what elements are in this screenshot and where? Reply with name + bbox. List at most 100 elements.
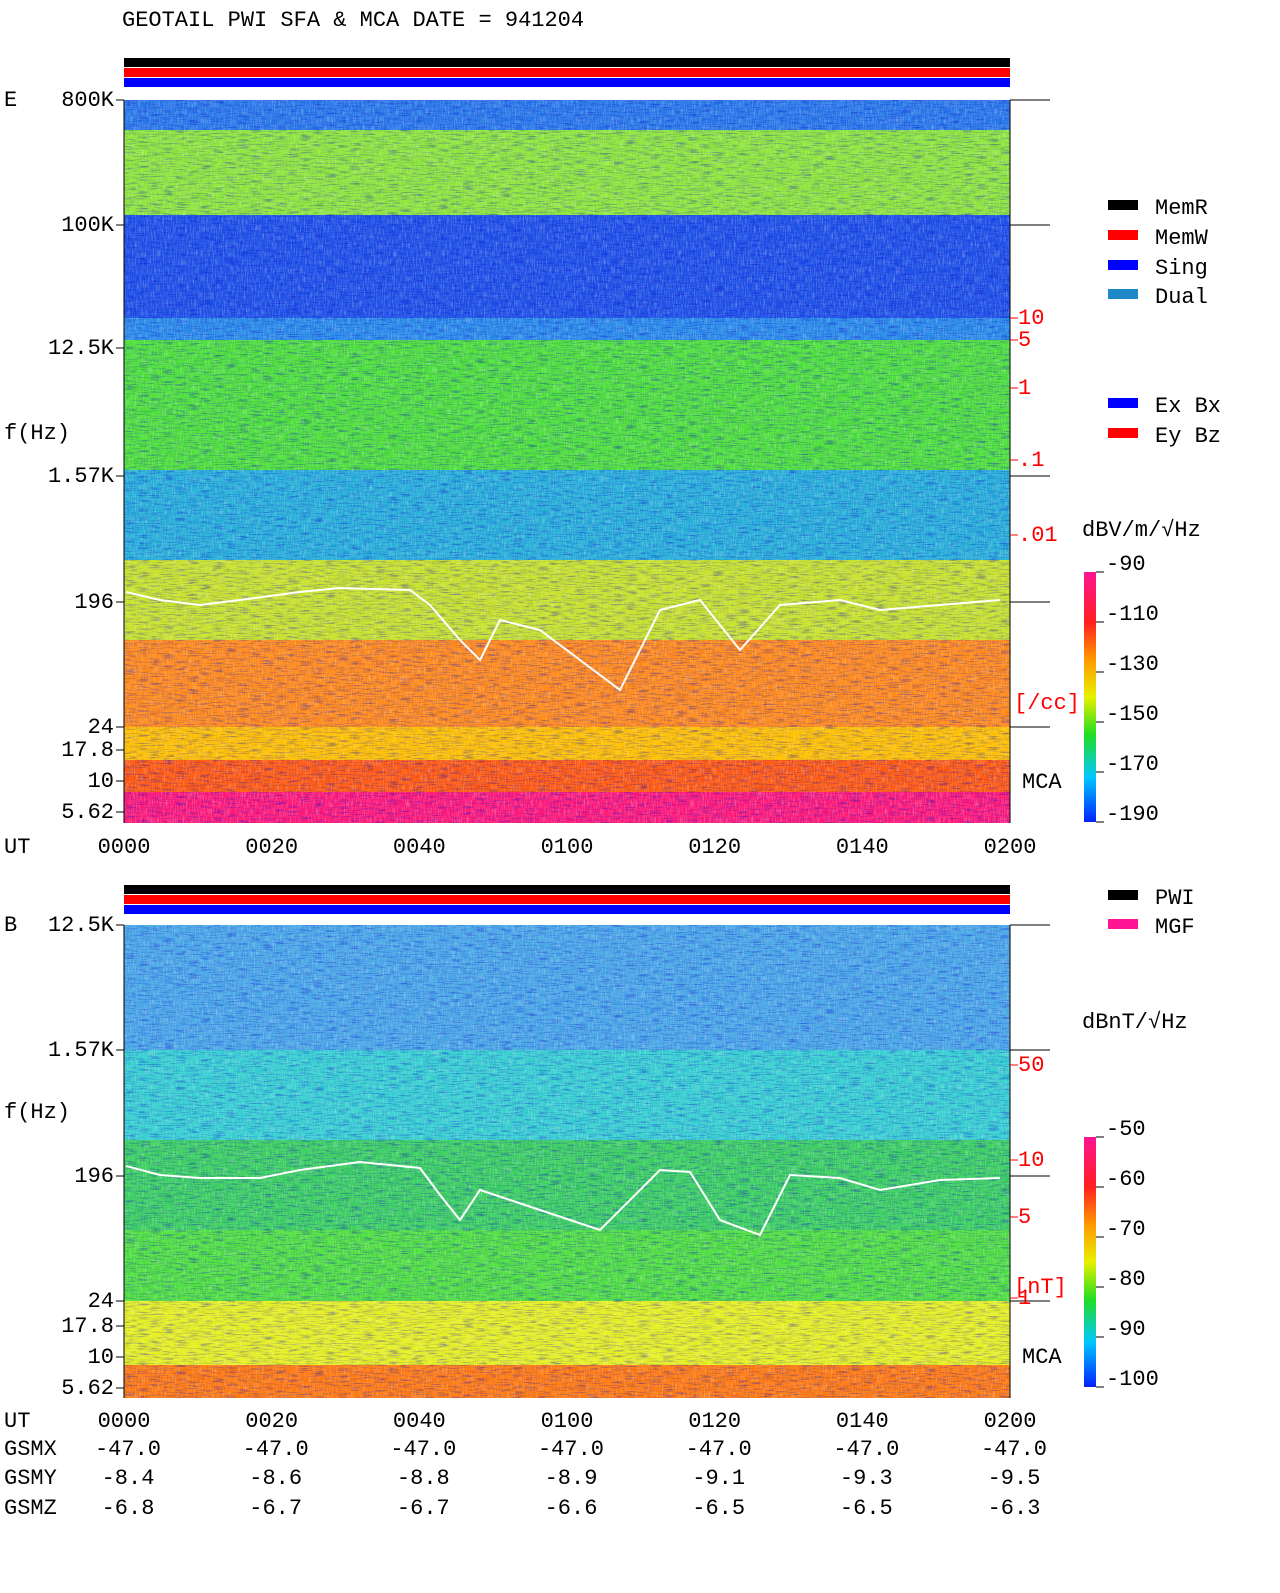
legend-swatch [1108,398,1138,408]
x-tick-label: 0120 [688,835,741,860]
right-scale-label: 1 [1018,1286,1031,1311]
y-tick-label: 1.57K [48,464,115,489]
mca-label: MCA [1022,770,1062,795]
right-scale-label: .01 [1018,523,1058,548]
y-tick-label: 100K [61,213,115,238]
x-tick-label: 0200 [984,835,1037,860]
x-tick-label: 0000 [98,835,151,860]
status-bar [124,905,1010,914]
status-bar [124,885,1010,894]
orbit-value: -6.3 [988,1496,1041,1521]
legend-label: MemW [1155,226,1209,251]
x-tick-label: 0140 [836,1409,889,1434]
right-scale-label: 1 [1018,376,1031,401]
y-axis-label: f(Hz) [4,1100,70,1125]
y-tick-label: 12.5K [48,336,115,361]
x-tick-label: 0100 [541,835,594,860]
orbit-value: -47.0 [390,1437,456,1462]
spectrogram-texture [124,925,1010,1398]
x-axis-label: UT [4,835,30,860]
spectrogram-texture [124,100,1010,823]
colorbar-tick-label: -60 [1106,1167,1146,1192]
y-axis-label: f(Hz) [4,421,70,446]
x-axis-label: UT [4,1409,30,1434]
y-tick-label: 10 [88,769,114,794]
panel-label: E [4,88,17,113]
y-tick-label: 5.62 [61,1376,114,1401]
x-tick-label: 0140 [836,835,889,860]
legend-label: Dual [1155,285,1208,310]
right-scale-label: 5 [1018,1205,1031,1230]
right-scale-label: 10 [1018,1148,1044,1173]
colorbar [1084,572,1096,822]
orbit-value: -47.0 [981,1437,1047,1462]
colorbar-tick-label: -190 [1106,802,1159,827]
orbit-row-name: GSMY [4,1466,57,1491]
legend-swatch [1108,428,1138,438]
right-scale-label: .1 [1018,448,1044,473]
legend-swatch [1108,890,1138,900]
orbit-value: -6.6 [545,1496,598,1521]
orbit-value: -9.5 [988,1466,1041,1491]
colorbar-title: dBnT/√Hz [1082,1010,1188,1035]
y-tick-label: 1.57K [48,1038,115,1063]
right-scale-label: 50 [1018,1053,1044,1078]
x-tick-label: 0040 [393,1409,446,1434]
legend-swatch [1108,260,1138,270]
y-tick-label: 800K [61,88,115,113]
right-scale-label: 10 [1018,306,1044,331]
orbit-value: -8.4 [102,1466,155,1491]
x-tick-label: 0000 [98,1409,151,1434]
colorbar-tick-label: -100 [1106,1367,1159,1392]
x-tick-label: 0200 [984,1409,1037,1434]
y-tick-label: 12.5K [48,913,115,938]
y-tick-label: 24 [88,715,114,740]
x-tick-label: 0020 [245,835,298,860]
colorbar-tick-label: -130 [1106,652,1159,677]
orbit-row-name: GSMX [4,1437,57,1462]
legend-swatch [1108,289,1138,299]
y-tick-label: 24 [88,1289,114,1314]
colorbar-tick-label: -70 [1106,1217,1146,1242]
colorbar-tick-label: -110 [1106,602,1159,627]
colorbar-tick-label: -80 [1106,1267,1146,1292]
y-tick-label: 196 [74,590,114,615]
orbit-value: -8.8 [397,1466,450,1491]
right-scale-label: 5 [1018,328,1031,353]
x-tick-label: 0100 [541,1409,594,1434]
legend-label: MGF [1155,915,1195,940]
x-tick-label: 0020 [245,1409,298,1434]
legend-label: Sing [1155,256,1208,281]
y-tick-label: 17.8 [61,738,114,763]
legend-swatch [1108,200,1138,210]
right-scale-unit: [/cc] [1014,691,1080,716]
panel-label: B [4,913,17,938]
density-trace [125,586,1001,692]
orbit-value: -47.0 [686,1437,752,1462]
orbit-value: -6.7 [249,1496,302,1521]
colorbar-tick-label: -90 [1106,1317,1146,1342]
orbit-value: -8.6 [249,1466,302,1491]
title: GEOTAIL PWI SFA & MCA DATE = 941204 [122,8,584,33]
legend-swatch [1108,230,1138,240]
orbit-value: -6.5 [692,1496,745,1521]
status-bar [124,895,1010,904]
colorbar-tick-label: -90 [1106,552,1146,577]
colorbar-tick-label: -150 [1106,702,1159,727]
y-tick-label: 196 [74,1164,114,1189]
mca-label: MCA [1022,1345,1062,1370]
y-tick-label: 10 [88,1345,114,1370]
right-scale-unit: [nT] [1014,1275,1067,1300]
status-bar [124,68,1010,77]
x-tick-label: 0120 [688,1409,741,1434]
colorbar-tick-label: -50 [1106,1117,1146,1142]
status-bar [124,78,1010,87]
orbit-value: -47.0 [243,1437,309,1462]
legend-label: MemR [1155,196,1208,221]
legend-label: Ey Bz [1155,424,1221,449]
orbit-value: -8.9 [545,1466,598,1491]
colorbar-tick-label: -170 [1106,752,1159,777]
legend-swatch [1108,919,1138,929]
